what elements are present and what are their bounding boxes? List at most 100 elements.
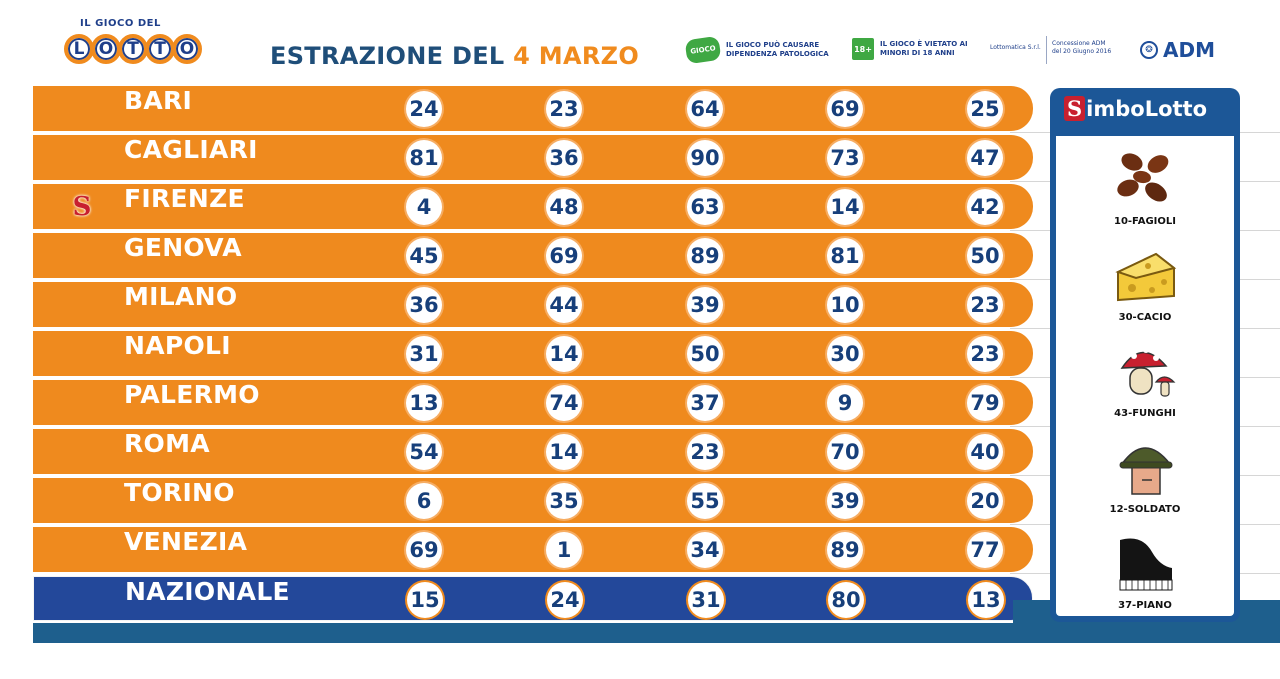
city-name: NAZIONALE bbox=[125, 577, 290, 606]
number-ball: 79 bbox=[967, 385, 1003, 421]
draw-row-napoli: NAPOLI 31 14 50 30 23 bbox=[33, 331, 1033, 376]
number-ball: 9 bbox=[827, 385, 863, 421]
number-ball: 69 bbox=[827, 91, 863, 127]
city-name: CAGLIARI bbox=[124, 135, 258, 164]
number-ball: 80 bbox=[828, 582, 864, 618]
lotto-logo: IL GIOCO DEL L O T T O bbox=[62, 18, 232, 76]
symbol-label: 12-SOLDATO bbox=[1109, 504, 1181, 515]
number-ball: 77 bbox=[967, 532, 1003, 568]
number-ball: 69 bbox=[406, 532, 442, 568]
title-prefix: ESTRAZIONE DEL bbox=[270, 42, 505, 70]
city-name: TORINO bbox=[124, 478, 235, 507]
number-ball: 54 bbox=[406, 434, 442, 470]
number-ball: 23 bbox=[546, 91, 582, 127]
number-ball: 23 bbox=[967, 287, 1003, 323]
draw-row-milano: MILANO 36 44 39 10 23 bbox=[33, 282, 1033, 327]
age-badge: 18+ bbox=[852, 38, 874, 60]
draw-row-roma: ROMA 54 14 23 70 40 bbox=[33, 429, 1033, 474]
gioco-responsabile-icon: GIOCO bbox=[684, 35, 722, 65]
symbol-label: 43-FUNGHI bbox=[1114, 408, 1176, 419]
number-ball: 15 bbox=[407, 582, 443, 618]
draw-row-bari: BARI 24 23 64 69 25 bbox=[33, 86, 1033, 131]
number-ball: 69 bbox=[546, 238, 582, 274]
number-ball: 63 bbox=[687, 189, 723, 225]
city-name: GENOVA bbox=[124, 233, 242, 262]
symbol-label: 30-CACIO bbox=[1118, 312, 1172, 323]
number-ball: 14 bbox=[546, 434, 582, 470]
draw-row-cagliari: CAGLIARI 81 36 90 73 47 bbox=[33, 135, 1033, 180]
number-ball: 48 bbox=[546, 189, 582, 225]
beans-icon bbox=[1117, 153, 1169, 202]
logo-balls: L O T T O bbox=[64, 34, 202, 64]
age-warning-text: IL GIOCO È VIETATO AI MINORI DI 18 ANNI bbox=[880, 40, 968, 57]
number-ball: 50 bbox=[687, 336, 723, 372]
number-ball: 30 bbox=[827, 336, 863, 372]
logo-letter: O bbox=[91, 34, 121, 64]
number-ball: 39 bbox=[687, 287, 723, 323]
city-name: NAPOLI bbox=[124, 331, 231, 360]
draw-row-venezia: VENEZIA 69 1 34 89 77 bbox=[33, 527, 1033, 572]
number-ball: 44 bbox=[546, 287, 582, 323]
footer-bar bbox=[33, 623, 1280, 643]
number-ball: 36 bbox=[546, 140, 582, 176]
logo-letter: T bbox=[145, 34, 175, 64]
number-ball: 81 bbox=[406, 140, 442, 176]
soldier-icon bbox=[1119, 447, 1173, 495]
city-name: BARI bbox=[124, 86, 193, 115]
logo-tagline: IL GIOCO DEL bbox=[80, 18, 161, 29]
symbol-item: 37-PIANO bbox=[1056, 532, 1234, 611]
number-ball: 64 bbox=[687, 91, 723, 127]
symbol-item: 12-SOLDATO bbox=[1056, 436, 1234, 515]
number-ball: 73 bbox=[827, 140, 863, 176]
number-ball: 31 bbox=[688, 582, 724, 618]
draw-results-table: BARI 24 23 64 69 25 CAGLIARI 81 36 90 73… bbox=[33, 86, 1033, 625]
number-ball: 45 bbox=[406, 238, 442, 274]
addiction-warning: GIOCO IL GIOCO PUÒ CAUSARE DIPENDENZA PA… bbox=[684, 35, 838, 65]
number-ball: 40 bbox=[967, 434, 1003, 470]
addiction-warning-text: IL GIOCO PUÒ CAUSARE DIPENDENZA PATOLOGI… bbox=[726, 41, 829, 58]
adm-label: ADM bbox=[1163, 38, 1215, 62]
age-warning: 18+ IL GIOCO È VIETATO AI MINORI DI 18 A… bbox=[852, 38, 992, 60]
city-name: VENEZIA bbox=[124, 527, 248, 556]
simbolotto-s-icon: S bbox=[1064, 96, 1086, 121]
number-ball: 36 bbox=[406, 287, 442, 323]
number-ball: 10 bbox=[827, 287, 863, 323]
number-ball: 74 bbox=[546, 385, 582, 421]
number-ball: 25 bbox=[967, 91, 1003, 127]
number-ball: 89 bbox=[827, 532, 863, 568]
number-ball: 47 bbox=[967, 140, 1003, 176]
city-name: MILANO bbox=[124, 282, 238, 311]
cheese-icon bbox=[1115, 252, 1177, 302]
symbol-item: 43-FUNGHI bbox=[1056, 340, 1234, 419]
concession-text: Concessione ADM del 20 Giugno 2016 bbox=[1052, 40, 1112, 55]
draw-row-torino: TORINO 6 35 55 39 20 bbox=[33, 478, 1033, 523]
simbolotto-list: 10-FAGIOLI 30-CACIO 43-FUNGHI bbox=[1056, 136, 1234, 616]
draw-row-nazionale: NAZIONALE 15 24 31 80 13 bbox=[33, 576, 1033, 621]
number-ball: 20 bbox=[967, 483, 1003, 519]
number-ball: 1 bbox=[546, 532, 582, 568]
number-ball: 23 bbox=[967, 336, 1003, 372]
number-ball: 89 bbox=[687, 238, 723, 274]
symbol-label: 37-PIANO bbox=[1118, 600, 1172, 611]
page-title: ESTRAZIONE DEL 4 MARZO bbox=[270, 42, 639, 70]
city-name: FIRENZE bbox=[124, 184, 245, 213]
number-ball: 24 bbox=[406, 91, 442, 127]
number-ball: 42 bbox=[967, 189, 1003, 225]
number-ball: 13 bbox=[406, 385, 442, 421]
number-ball: 34 bbox=[687, 532, 723, 568]
piano-icon bbox=[1119, 538, 1173, 591]
simbolotto-marker-icon: S bbox=[72, 192, 92, 222]
number-ball: 31 bbox=[406, 336, 442, 372]
symbol-item: 30-CACIO bbox=[1056, 244, 1234, 323]
number-ball: 37 bbox=[687, 385, 723, 421]
city-name: ROMA bbox=[124, 429, 210, 458]
number-ball: 55 bbox=[687, 483, 723, 519]
number-ball: 24 bbox=[547, 582, 583, 618]
number-ball: 4 bbox=[406, 189, 442, 225]
number-ball: 81 bbox=[827, 238, 863, 274]
logo-letter: L bbox=[64, 34, 94, 64]
simbolotto-title-text: imboLotto bbox=[1086, 97, 1208, 121]
symbol-item: 10-FAGIOLI bbox=[1056, 148, 1234, 227]
draw-row-palermo: PALERMO 13 74 37 9 79 bbox=[33, 380, 1033, 425]
